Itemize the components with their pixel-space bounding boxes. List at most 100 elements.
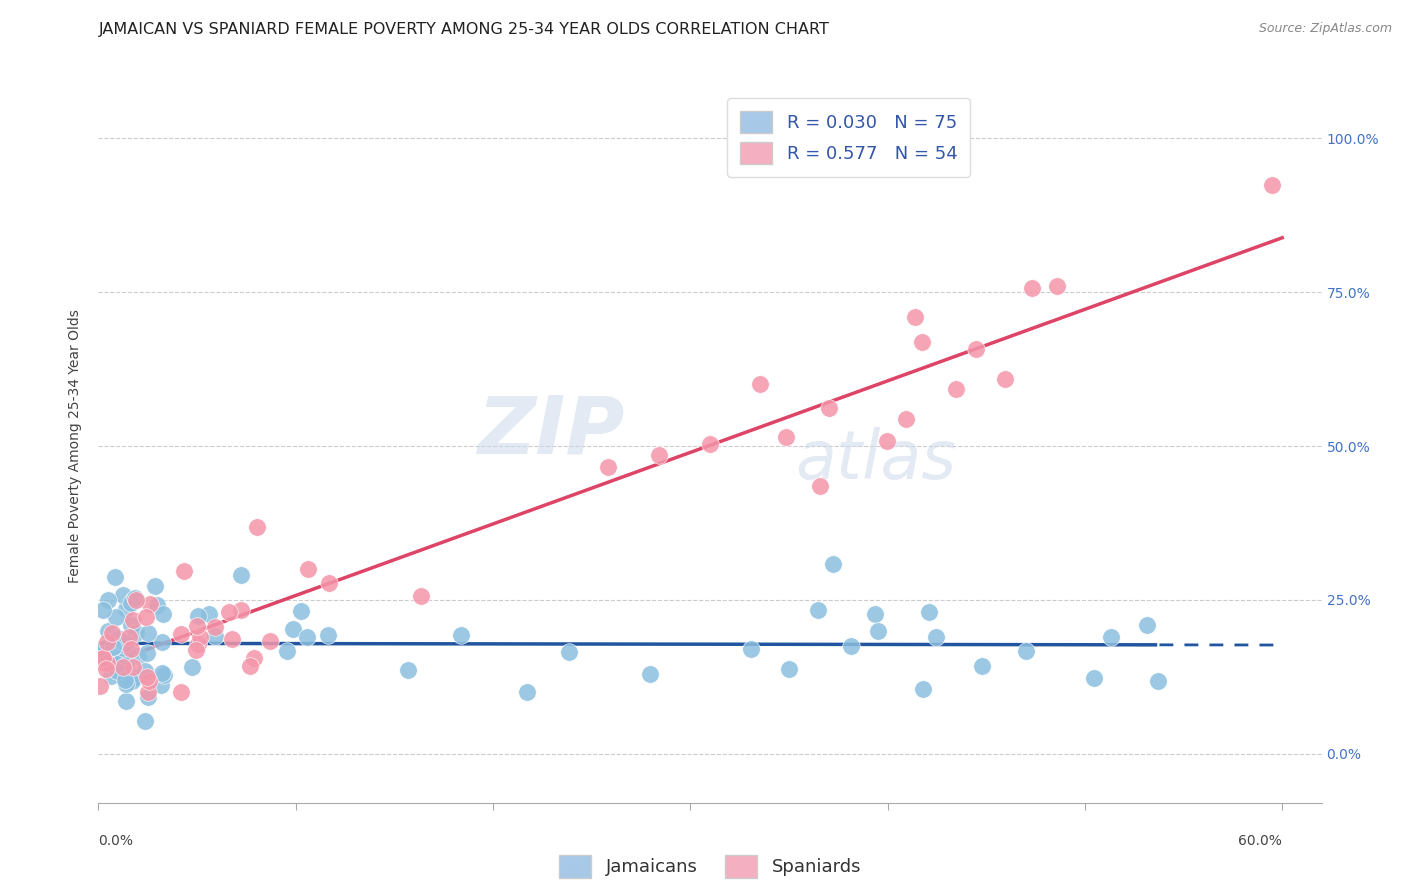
Point (136, 626, 159, 640)
Point (204, 620, 226, 634)
Point (396, 663, 419, 677)
Point (115, 635, 138, 649)
Point (318, 576, 340, 591)
Point (180, 659, 202, 673)
Point (229, 567, 252, 582)
Point (316, 628, 339, 642)
Point (104, 570, 127, 584)
Point (748, 377, 770, 392)
Point (290, 604, 312, 618)
Point (894, 412, 917, 426)
Point (190, 630, 212, 644)
Point (187, 609, 209, 624)
Text: atlas: atlas (796, 427, 956, 493)
Point (89, 679, 111, 693)
Point (229, 603, 252, 617)
Point (108, 656, 131, 670)
Point (558, 645, 581, 659)
Point (121, 613, 143, 627)
Point (104, 609, 127, 624)
Point (170, 685, 193, 699)
Point (699, 436, 721, 450)
Text: Source: ZipAtlas.com: Source: ZipAtlas.com (1258, 22, 1392, 36)
Point (146, 599, 169, 613)
Legend: Jamaicans, Spaniards: Jamaicans, Spaniards (550, 847, 870, 887)
Point (145, 579, 167, 593)
Point (945, 382, 967, 396)
Point (516, 685, 538, 699)
Point (114, 673, 136, 688)
Point (259, 634, 281, 648)
Point (239, 658, 262, 673)
Point (91, 651, 114, 665)
Point (105, 657, 128, 672)
Point (136, 690, 159, 704)
Point (93, 641, 115, 656)
Point (111, 648, 134, 662)
Point (911, 335, 934, 350)
Point (110, 655, 132, 669)
Text: 60.0%: 60.0% (1239, 833, 1282, 847)
Point (127, 649, 149, 664)
Point (297, 561, 319, 575)
Y-axis label: Female Poverty Among 25-34 Year Olds: Female Poverty Among 25-34 Year Olds (69, 309, 83, 583)
Point (1021, 281, 1043, 295)
Point (994, 372, 1017, 386)
Point (218, 605, 240, 619)
Point (866, 624, 889, 638)
Point (114, 677, 136, 691)
Point (283, 622, 305, 636)
Point (152, 607, 174, 621)
Point (93, 651, 115, 665)
Point (150, 665, 173, 680)
Point (450, 627, 472, 641)
Point (125, 670, 148, 684)
Text: ZIP: ZIP (477, 392, 624, 471)
Point (111, 659, 134, 673)
Point (97, 624, 120, 639)
Point (808, 479, 831, 493)
Point (136, 670, 159, 684)
Point (970, 659, 993, 673)
Point (120, 596, 142, 610)
Point (94, 662, 117, 676)
Point (638, 666, 661, 681)
Point (135, 610, 157, 624)
Point (1136, 617, 1159, 632)
Point (91, 603, 114, 617)
Point (153, 667, 176, 681)
Point (243, 651, 266, 665)
Point (105, 664, 128, 678)
Point (97, 592, 120, 607)
Text: 0.0%: 0.0% (98, 833, 134, 847)
Point (821, 557, 844, 571)
Point (124, 591, 146, 605)
Point (90, 647, 112, 661)
Point (912, 681, 935, 696)
Point (876, 434, 898, 449)
Point (121, 659, 143, 673)
Point (276, 644, 298, 658)
Point (187, 637, 209, 651)
Point (863, 607, 886, 621)
Point (918, 605, 941, 619)
Point (100, 626, 122, 640)
Point (120, 642, 142, 657)
Point (1083, 671, 1105, 685)
Point (101, 640, 124, 654)
Point (100, 649, 122, 664)
Point (117, 630, 139, 644)
Point (115, 694, 138, 708)
Point (246, 520, 269, 534)
Point (807, 603, 830, 617)
Point (965, 342, 987, 356)
Point (817, 401, 839, 415)
Point (134, 665, 156, 679)
Point (93, 656, 115, 670)
Point (114, 602, 136, 616)
Point (1099, 630, 1122, 644)
Point (125, 592, 148, 607)
Point (841, 639, 863, 653)
Point (120, 618, 142, 632)
Point (121, 593, 143, 607)
